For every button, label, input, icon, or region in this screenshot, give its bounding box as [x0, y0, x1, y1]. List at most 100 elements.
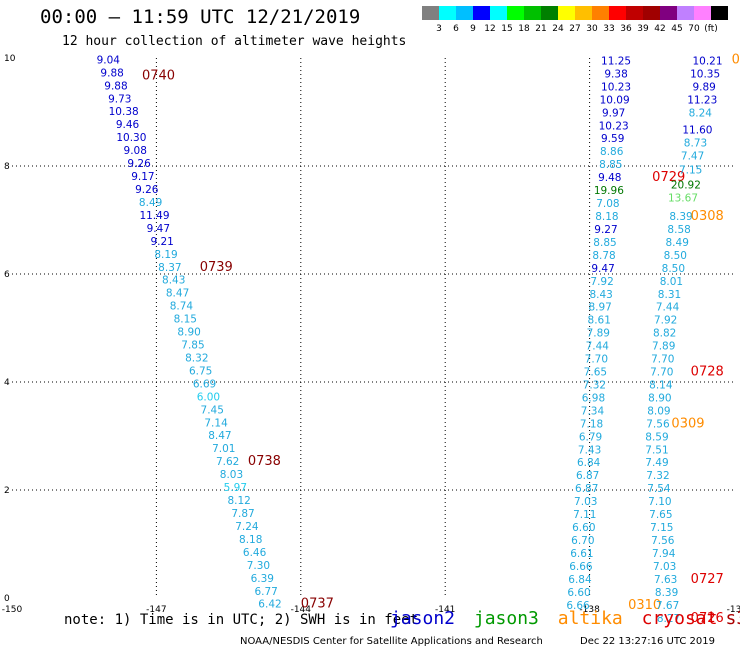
wave-height-point: 8.50	[664, 250, 687, 262]
wave-height-point: 7.70	[651, 354, 674, 366]
wave-height-point: 8.59	[645, 431, 668, 443]
wave-height-point: 8.32	[185, 352, 208, 364]
wave-height-point: 8.49	[139, 197, 162, 209]
wave-height-point: 6.66	[569, 561, 593, 573]
legend-jason2: jason2	[390, 608, 456, 629]
wave-height-point: 6.77	[254, 586, 277, 598]
color-swatch	[473, 6, 490, 20]
wave-height-point: 7.15	[650, 522, 673, 534]
color-swatch	[609, 6, 626, 20]
wave-height-point: 9.89	[692, 81, 715, 93]
wave-height-point: 7.34	[581, 405, 605, 417]
pass-time-label: 0726	[691, 611, 724, 626]
wave-height-point: 7.24	[235, 521, 259, 533]
wave-height-point: 6.46	[243, 547, 267, 559]
wave-height-point: 7.32	[583, 379, 606, 391]
wave-height-point: 7.67	[656, 600, 679, 612]
wave-height-point: 8.14	[649, 379, 673, 391]
pass-time-label: 0729	[652, 170, 685, 185]
wave-height-point: 8.39	[669, 211, 692, 223]
legend-cryosat: cryosat	[641, 608, 718, 629]
wave-height-point: 9.48	[598, 172, 621, 184]
color-swatch	[643, 6, 660, 20]
color-scale-label: 3	[436, 24, 442, 34]
wave-height-point: 7.30	[247, 560, 270, 572]
wave-height-point: 7.89	[652, 341, 675, 353]
color-swatch	[541, 6, 558, 20]
wave-height-point: 7.49	[645, 457, 668, 469]
wave-height-point: 7.89	[587, 328, 610, 340]
units-note: note: 1) Time is in UTC; 2) SWH is in fe…	[64, 612, 419, 628]
wave-height-point: 8.58	[667, 224, 690, 236]
wave-height-point: 7.51	[645, 444, 668, 456]
legend-s3a: s3a	[725, 608, 740, 629]
wave-height-point: 6.69	[193, 378, 216, 390]
pass-time-label: 0737	[301, 597, 334, 612]
wave-height-point: 8.90	[648, 392, 671, 404]
wave-height-point: 7.44	[586, 341, 610, 353]
color-swatch	[626, 6, 643, 20]
wave-height-point: 8.47	[166, 288, 189, 300]
wave-height-point: 7.01	[212, 443, 235, 455]
x-tick-label: -13	[727, 605, 740, 615]
wave-height-point: 9.08	[124, 145, 147, 157]
wave-height-point: 8.74	[170, 301, 194, 313]
wave-height-point: 7.54	[647, 483, 671, 495]
x-tick-label: -141	[435, 605, 455, 615]
wave-height-point: 9.26	[135, 184, 159, 196]
color-scale-label: 9	[470, 24, 476, 34]
color-swatch	[422, 6, 439, 20]
color-swatch	[592, 6, 609, 20]
pass-time-label: 0738	[248, 454, 281, 469]
wave-height-point: 8.90	[177, 327, 200, 339]
wave-height-point: 8.31	[658, 289, 681, 301]
wave-height-point: 6.84	[577, 457, 601, 469]
wave-height-point: 7.63	[654, 574, 677, 586]
color-swatch	[439, 6, 456, 20]
wave-height-point: 11.60	[682, 125, 712, 137]
wave-height-point: 9.46	[116, 119, 140, 131]
wave-height-point: 7.70	[650, 367, 673, 379]
wave-height-point: 7.44	[656, 302, 680, 314]
y-tick-label: 6	[4, 270, 10, 280]
wave-height-point: 10.23	[599, 120, 629, 132]
wave-height-point: 7.56	[646, 418, 670, 430]
wave-height-point: 6.79	[579, 431, 602, 443]
wave-height-point: 8.50	[662, 263, 685, 275]
wave-height-point: 7.70	[585, 354, 608, 366]
wave-height-point: 6.87	[576, 470, 599, 482]
wave-height-point: 8.37	[158, 262, 181, 274]
wave-height-point: 7.92	[590, 276, 613, 288]
wave-height-point: 7.08	[596, 198, 619, 210]
color-scale-bar: 3 6 9 12 15 18 21 24 27 30 33 36 39 42 45 70 (ft)	[422, 6, 728, 34]
wave-height-point: 7.03	[574, 496, 597, 508]
y-tick-label: 2	[4, 486, 10, 496]
wave-height-point: 8.18	[239, 534, 262, 546]
wave-height-point: 6.39	[251, 573, 274, 585]
wave-height-point: 7.65	[649, 509, 672, 521]
wave-height-point: 8.19	[154, 249, 177, 261]
wave-height-point: 9.59	[601, 133, 624, 145]
wave-height-point: 6.60	[567, 587, 590, 599]
wave-height-point: 6.42	[258, 599, 281, 611]
wave-height-point: 11.23	[687, 94, 717, 106]
y-tick-label: 10	[4, 54, 16, 64]
x-tick-label: -147	[146, 605, 166, 615]
wave-height-point: 10.30	[116, 132, 146, 144]
pass-time-label: 0727	[691, 572, 724, 587]
wave-height-point: 9.38	[604, 68, 627, 80]
pass-time-label: 0309	[671, 416, 704, 431]
color-scale-label: 21	[535, 24, 546, 34]
wave-height-point: 9.04	[97, 54, 121, 66]
color-scale-label: 18	[518, 24, 530, 34]
color-scale-label: 15	[501, 24, 512, 34]
wave-height-point: 8.39	[655, 587, 678, 599]
wave-height-point: 8.03	[220, 469, 243, 481]
wave-height-point: 8.09	[647, 405, 670, 417]
wave-height-point: 8.43	[589, 289, 612, 301]
wave-height-point: 8.82	[653, 328, 676, 340]
wave-height-point: 9.88	[100, 67, 123, 79]
color-scale-label: 12	[484, 24, 495, 34]
wave-height-point: 6.87	[575, 483, 598, 495]
wave-height-point: 8.15	[174, 314, 197, 326]
